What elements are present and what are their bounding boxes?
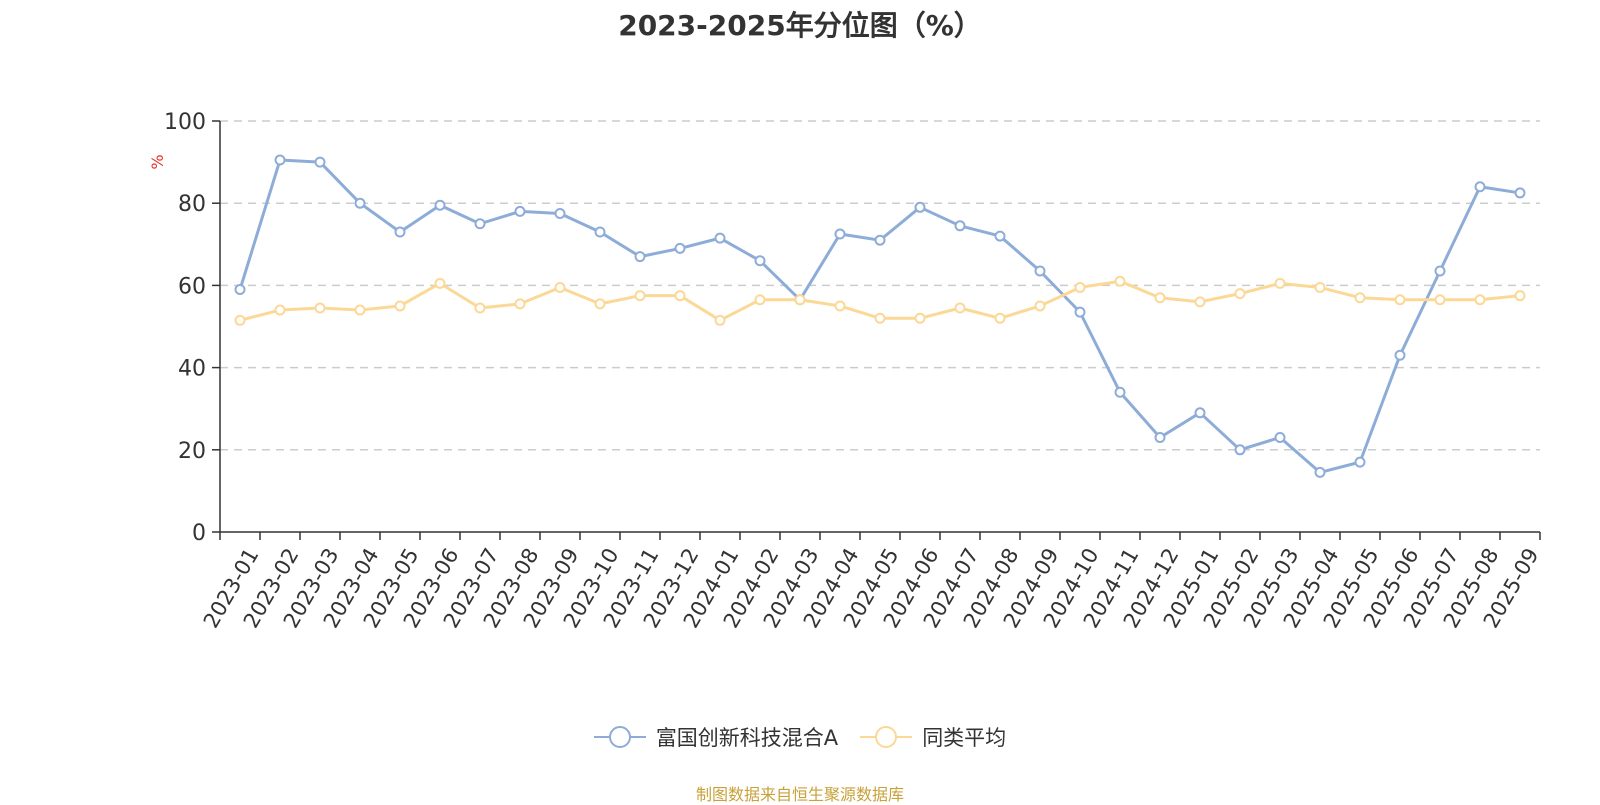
data-point-2	[794, 294, 806, 306]
data-point-1	[634, 251, 646, 263]
data-point-2	[754, 294, 766, 306]
chart-title: 2023-2025年分位图（%）	[618, 9, 982, 42]
data-point-2	[434, 277, 446, 289]
y-axis-label: %	[148, 154, 167, 169]
data-point-2	[1194, 296, 1206, 308]
data-point-1	[834, 228, 846, 240]
data-point-2	[714, 314, 726, 326]
data-point-2	[1234, 288, 1246, 300]
data-point-2	[674, 290, 686, 302]
data-point-1	[314, 156, 326, 168]
data-point-2	[1154, 292, 1166, 304]
data-point-1	[1514, 187, 1526, 199]
data-point-1	[1074, 306, 1086, 318]
data-point-1	[394, 226, 406, 238]
data-point-2	[874, 312, 886, 324]
data-point-2	[474, 302, 486, 314]
data-point-2	[274, 304, 286, 316]
data-point-2	[314, 302, 326, 314]
data-point-2	[914, 312, 926, 324]
data-point-1	[714, 232, 726, 244]
data-point-1	[674, 242, 686, 254]
data-point-2	[1514, 290, 1526, 302]
data-point-1	[514, 205, 526, 217]
data-point-1	[1274, 431, 1286, 443]
legend-item-series-a[interactable]: 富国创新科技混合A	[593, 722, 839, 752]
legend-item-series-b[interactable]: 同类平均	[860, 722, 1006, 752]
data-point-2	[834, 300, 846, 312]
source-note: 制图数据来自恒生聚源数据库	[695, 785, 904, 804]
data-point-1	[914, 201, 926, 213]
y-tick-label: 80	[178, 192, 206, 217]
data-point-2	[1474, 294, 1486, 306]
data-point-1	[1234, 444, 1246, 456]
data-point-2	[994, 312, 1006, 324]
data-point-2	[1354, 292, 1366, 304]
data-point-1	[1194, 407, 1206, 419]
legend-line-circle-icon	[860, 726, 913, 748]
data-point-1	[1474, 181, 1486, 193]
data-point-1	[1154, 431, 1166, 443]
data-point-1	[274, 154, 286, 166]
data-point-1	[594, 226, 606, 238]
data-point-2	[394, 300, 406, 312]
legend-label: 同类平均	[922, 726, 1007, 750]
data-point-1	[754, 255, 766, 267]
data-point-2	[514, 298, 526, 310]
data-point-2	[1394, 294, 1406, 306]
data-point-2	[594, 298, 606, 310]
chart-legend: 富国创新科技混合A 同类平均	[0, 722, 1600, 752]
data-point-1	[874, 234, 886, 246]
data-point-2	[354, 304, 366, 316]
legend-line-circle-icon	[593, 726, 646, 748]
legend-label: 富国创新科技混合A	[655, 726, 839, 750]
data-point-1	[1354, 456, 1366, 468]
data-point-1	[1114, 386, 1126, 398]
data-point-1	[234, 284, 246, 296]
data-point-2	[1434, 294, 1446, 306]
data-point-1	[1034, 265, 1046, 277]
data-point-1	[434, 199, 446, 211]
data-point-2	[1034, 300, 1046, 312]
data-point-1	[1314, 466, 1326, 478]
data-point-1	[954, 220, 966, 232]
data-point-2	[1314, 281, 1326, 293]
y-tick-label: 20	[178, 439, 206, 464]
data-point-1	[994, 230, 1006, 242]
y-tick-label: 40	[178, 357, 206, 382]
data-point-1	[354, 197, 366, 209]
y-tick-label: 60	[178, 274, 206, 299]
data-point-2	[234, 314, 246, 326]
data-point-2	[1114, 275, 1126, 287]
data-point-2	[1074, 281, 1086, 293]
data-point-2	[634, 290, 646, 302]
data-point-2	[554, 281, 566, 293]
data-point-1	[1394, 349, 1406, 361]
y-tick-label: 100	[164, 110, 206, 135]
data-point-1	[1434, 265, 1446, 277]
data-point-1	[474, 218, 486, 230]
y-tick-label: 0	[192, 521, 206, 546]
data-point-2	[1274, 277, 1286, 289]
data-point-1	[554, 207, 566, 219]
data-point-2	[954, 302, 966, 314]
